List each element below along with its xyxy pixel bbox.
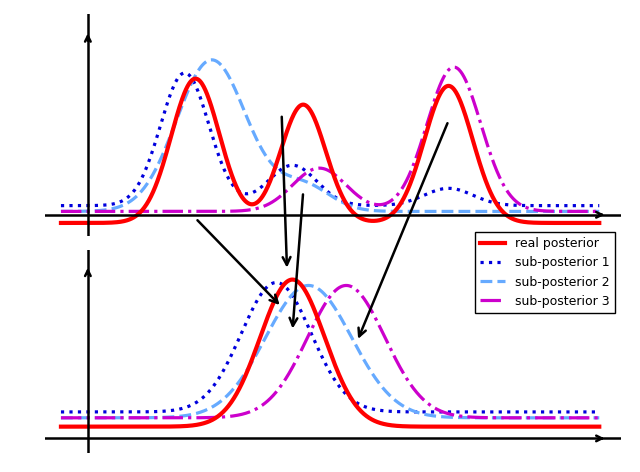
Legend: real posterior, sub-posterior 1, sub-posterior 2, sub-posterior 3: real posterior, sub-posterior 1, sub-pos… xyxy=(475,232,614,313)
